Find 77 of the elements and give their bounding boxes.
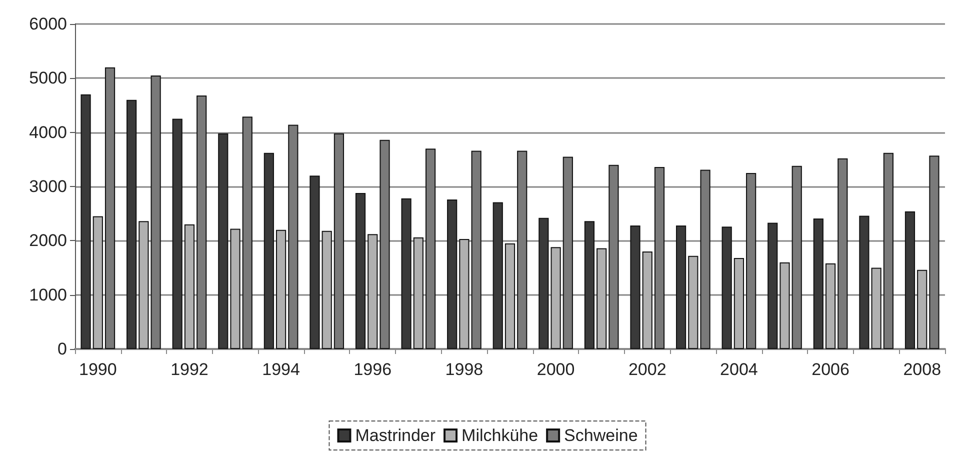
- bar: [425, 148, 436, 349]
- x-tick-label: 1996: [354, 360, 392, 379]
- bar: [196, 96, 207, 349]
- bar: [883, 152, 894, 349]
- bar: [917, 270, 928, 349]
- y-tick-label: 4000: [29, 122, 67, 142]
- bar: [792, 166, 802, 349]
- bar: [550, 247, 561, 349]
- legend-label: Schweine: [564, 426, 638, 445]
- y-tick-label: 6000: [29, 14, 67, 34]
- x-tick-label: 1994: [262, 360, 300, 379]
- bar: [276, 230, 286, 349]
- bar: [242, 116, 252, 349]
- bar: [334, 133, 344, 349]
- bar: [838, 158, 848, 349]
- bar: [264, 152, 274, 349]
- bar: [288, 124, 298, 349]
- bar: [413, 237, 424, 349]
- y-tick-label: 3000: [29, 177, 67, 196]
- legend-label: Mastrinder: [355, 426, 436, 445]
- bar: [184, 224, 195, 349]
- bar: [825, 263, 836, 349]
- y-tick-label: 0: [58, 340, 67, 358]
- bar: [447, 200, 458, 349]
- bar: [459, 239, 470, 349]
- bar: [929, 156, 940, 349]
- y-tick-label: 1000: [29, 285, 67, 304]
- bar: [355, 193, 366, 349]
- bar: [517, 150, 528, 349]
- x-tick-label: 1992: [170, 360, 208, 379]
- y-tick-label: 5000: [29, 68, 67, 88]
- bar: [80, 94, 91, 349]
- x-tick-label: 2002: [628, 360, 666, 379]
- bar: [654, 167, 665, 349]
- bar: [676, 226, 686, 349]
- bar: [813, 218, 824, 349]
- bar: [904, 211, 916, 349]
- bar: [871, 268, 882, 349]
- bar: [630, 226, 640, 349]
- bar: [859, 216, 870, 349]
- bar: [492, 202, 503, 349]
- bar: [596, 248, 607, 349]
- bar: [218, 133, 228, 349]
- bar: [642, 252, 652, 349]
- bar: [562, 156, 573, 349]
- x-tick-label: 2000: [536, 360, 575, 379]
- bar: [688, 256, 698, 349]
- bar: [126, 100, 137, 349]
- x-tick-label: 2004: [720, 360, 758, 379]
- bar: [471, 150, 482, 349]
- bar: [584, 221, 595, 349]
- x-tick-label: 2008: [903, 360, 942, 379]
- bar: [138, 221, 149, 349]
- legend-label: Milchkühe: [462, 426, 538, 445]
- bar: [172, 118, 182, 349]
- bar: [780, 262, 790, 349]
- x-tick-label: 1998: [445, 360, 484, 379]
- bar: [368, 234, 378, 349]
- bar: [700, 170, 710, 349]
- bar: [380, 140, 390, 349]
- bar: [504, 243, 516, 349]
- bar: [768, 222, 778, 349]
- x-tick-label: 2006: [812, 360, 850, 379]
- bar: [230, 228, 240, 349]
- bar: [734, 258, 744, 349]
- bar: [538, 218, 549, 349]
- bar: [722, 226, 732, 349]
- bar: [322, 230, 332, 349]
- bar: [104, 67, 116, 349]
- bar: [608, 164, 619, 349]
- bar: [746, 172, 756, 349]
- bar: [92, 216, 103, 349]
- x-tick-label: 1990: [78, 360, 117, 379]
- y-tick-label: 2000: [29, 231, 67, 250]
- bar: [150, 75, 161, 349]
- bar: [310, 176, 320, 349]
- bar: [401, 198, 412, 349]
